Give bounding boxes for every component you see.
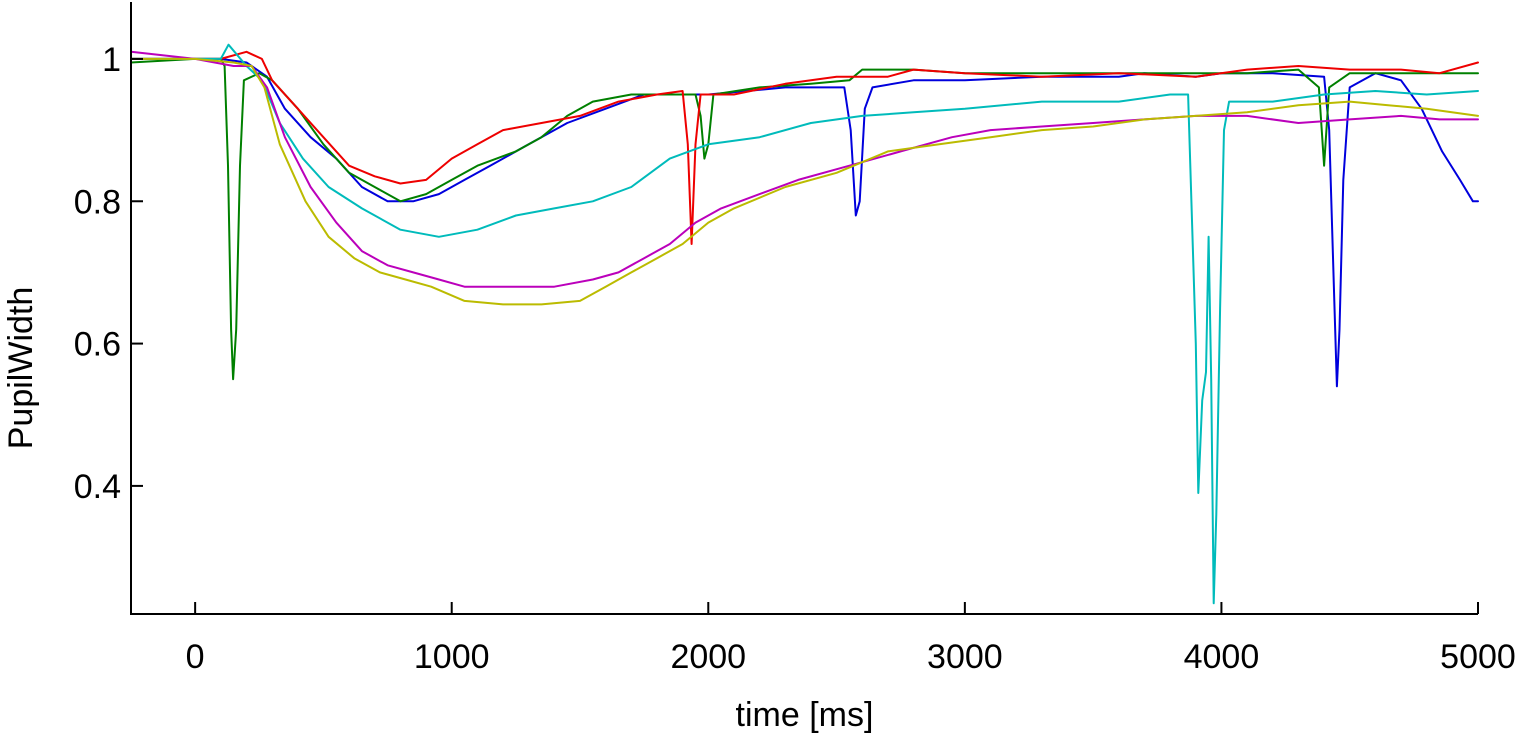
x-tick-label: 5000 bbox=[1440, 638, 1516, 676]
x-tick-label: 4000 bbox=[1184, 638, 1260, 676]
x-tick-label: 3000 bbox=[927, 638, 1003, 676]
y-tick-label: 0.8 bbox=[74, 183, 121, 221]
y-axis-label: PupilWidth bbox=[2, 287, 40, 450]
axis-frame bbox=[130, 2, 1478, 615]
x-tick-label: 1000 bbox=[414, 638, 490, 676]
x-tick-label: 2000 bbox=[670, 638, 746, 676]
series-line-2 bbox=[130, 57, 1479, 381]
series-line-3 bbox=[130, 50, 1479, 245]
plot-area bbox=[130, 43, 1479, 605]
axes: 0 1000 2000 3000 4000 5000 0.4 0.6 0.8 1 bbox=[74, 2, 1516, 676]
series-line-6 bbox=[130, 57, 1479, 306]
series-line-4 bbox=[130, 43, 1479, 605]
x-tick-label: 0 bbox=[186, 638, 205, 676]
x-axis-label: time [ms] bbox=[736, 696, 874, 734]
series-line-1 bbox=[130, 57, 1479, 388]
y-tick-label: 1 bbox=[102, 41, 121, 79]
y-tick-label: 0.6 bbox=[74, 326, 121, 364]
y-tick-label: 0.4 bbox=[74, 468, 121, 506]
